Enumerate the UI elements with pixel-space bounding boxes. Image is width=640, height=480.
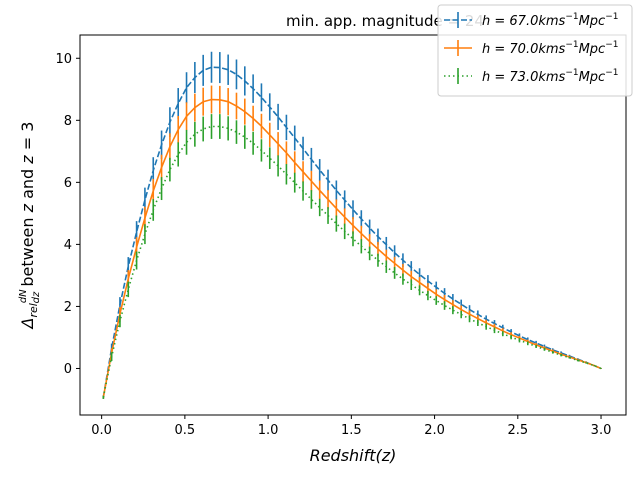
legend-label: h = 67.0kms−1Mpc−1 <box>482 12 619 29</box>
y-tick-label: 4 <box>64 238 72 253</box>
y-axis-ticks: 0 2 4 6 8 10 <box>55 52 80 377</box>
legend-box <box>437 4 633 97</box>
y-axis-label: ΔreldN dz between z and z = 3 <box>18 122 42 331</box>
series-line <box>102 125 602 398</box>
legend: h = 67.0kms−1Mpc−1 h = 70.0kms−1Mpc−1 h = … <box>437 4 633 97</box>
y-tick-label: 8 <box>64 114 72 129</box>
y-tick-label: 0 <box>64 362 72 377</box>
legend-entry: h = 67.0kms−1Mpc−1 <box>444 12 619 29</box>
x-tick-label: 2.0 <box>424 423 445 438</box>
series-layer <box>102 51 602 399</box>
x-axis-label: Redshift(z) <box>310 446 397 465</box>
legend-label: h = 70.0kms−1Mpc−1 <box>482 40 619 57</box>
x-tick-label: 3.0 <box>591 423 612 438</box>
y-axis-label-text: ΔreldN dz between z and z = 3 <box>18 122 42 331</box>
x-tick-label: 1.0 <box>258 423 279 438</box>
x-axis-label-text: Redshift(z) <box>310 446 397 465</box>
plot-area <box>102 51 602 399</box>
y-tick-label: 2 <box>64 300 72 315</box>
legend-label: h = 73.0kms−1Mpc−1 <box>482 68 619 85</box>
series-3 <box>102 114 602 399</box>
legend-entry: h = 70.0kms−1Mpc−1 <box>444 40 619 57</box>
y-tick-label: 6 <box>64 176 72 191</box>
chart-title: min. app. magnitude = 24 <box>286 12 484 30</box>
y-tick-label: 10 <box>55 52 72 67</box>
x-tick-label: 1.5 <box>341 423 362 438</box>
plot-frame <box>79 34 627 416</box>
x-axis-ticks: 0.0 0.5 1.0 1.5 2.0 2.5 3.0 <box>91 415 611 438</box>
x-tick-label: 2.5 <box>507 423 528 438</box>
x-tick-label: 0.5 <box>175 423 196 438</box>
legend-entry: h = 73.0kms−1Mpc−1 <box>444 68 619 85</box>
x-tick-label: 0.0 <box>91 423 112 438</box>
